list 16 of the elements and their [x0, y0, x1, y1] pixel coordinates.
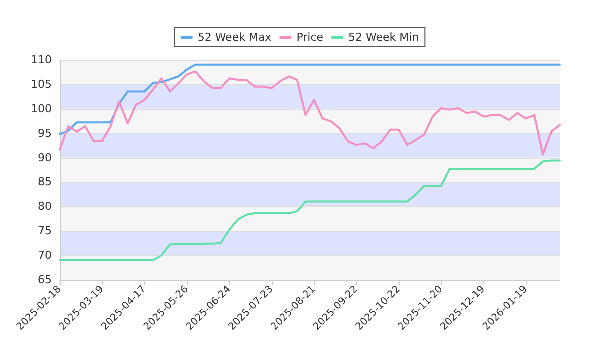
legend-label: 52 Week Max	[198, 31, 272, 44]
y-tick-label: 75	[38, 224, 52, 238]
y-tick-label: 85	[38, 176, 52, 189]
y-tick-label: 95	[38, 126, 52, 140]
y-tick-label: 110	[31, 54, 52, 66]
line-series	[59, 160, 561, 262]
y-tick-label: 65	[38, 274, 52, 286]
y-tick-label: 80	[38, 200, 52, 214]
y-tick-label: 100	[31, 102, 52, 116]
line-series	[59, 70, 561, 156]
y-tick-label: 70	[38, 249, 52, 262]
y-tick-label: 90	[38, 151, 52, 164]
legend-label: 52 Week Min	[348, 31, 420, 44]
legend-label: Price	[296, 31, 324, 44]
line-series	[59, 64, 561, 136]
y-tick-label: 105	[31, 78, 52, 91]
